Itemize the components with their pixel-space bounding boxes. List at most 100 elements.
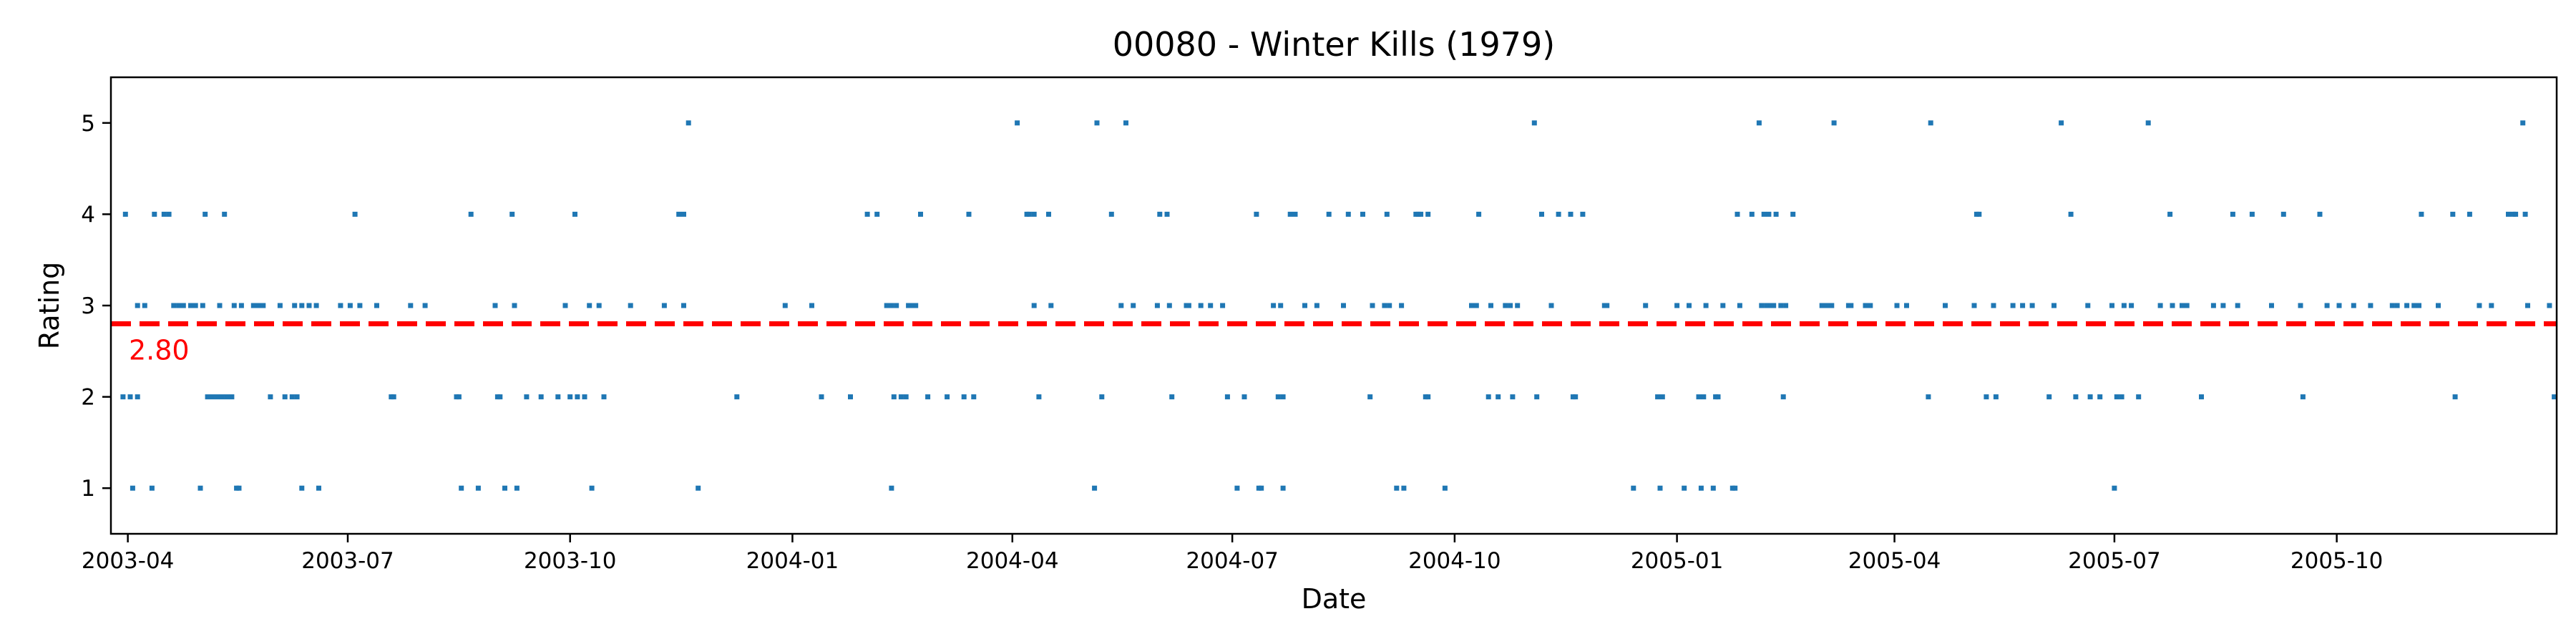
data-point: [1824, 303, 1830, 308]
data-point: [1031, 211, 1037, 217]
data-point: [1976, 211, 1982, 217]
data-point: [176, 303, 182, 308]
data-point: [1208, 303, 1214, 308]
data-point: [1829, 303, 1835, 308]
data-point: [1442, 485, 1448, 491]
data-point: [299, 485, 305, 491]
data-point: [681, 303, 686, 308]
data-point: [1863, 303, 1868, 308]
data-point: [2419, 211, 2424, 217]
data-point: [1991, 303, 1996, 308]
data-point: [1643, 303, 1649, 308]
data-point: [1761, 211, 1767, 217]
data-point: [2336, 303, 2342, 308]
data-point: [1382, 303, 1387, 308]
data-point: [734, 394, 740, 400]
data-point: [1046, 211, 1051, 217]
data-point: [1783, 303, 1789, 308]
data-point: [1928, 120, 1933, 126]
data-point: [898, 394, 904, 400]
data-point: [222, 211, 228, 217]
data-point: [1169, 394, 1175, 400]
mean-value-label: 2.80: [129, 335, 190, 366]
data-point: [1048, 303, 1054, 308]
data-point: [2220, 303, 2226, 308]
data-point: [2087, 394, 2093, 400]
data-point: [1737, 303, 1742, 308]
data-point: [1720, 303, 1726, 308]
data-point: [686, 120, 691, 126]
data-point: [1401, 485, 1407, 491]
data-point: [231, 303, 237, 308]
data-point: [2136, 394, 2142, 400]
x-tick-label: 2004-07: [1186, 548, 1279, 574]
data-point: [2145, 120, 2151, 126]
data-point: [848, 394, 853, 400]
data-point: [282, 394, 288, 400]
data-point: [1367, 394, 1373, 400]
data-point: [1735, 211, 1740, 217]
data-point: [1099, 394, 1105, 400]
data-point: [1394, 485, 1400, 491]
x-tick-label: 2004-10: [1408, 548, 1501, 574]
data-point: [1556, 211, 1561, 217]
data-point: [1314, 303, 1319, 308]
data-point: [459, 485, 464, 491]
data-point: [2368, 303, 2373, 308]
data-point: [601, 394, 607, 400]
data-point: [1657, 485, 1663, 491]
data-point: [575, 394, 580, 400]
data-point: [2210, 303, 2216, 308]
data-point: [2351, 303, 2356, 308]
mean-line-group: 2.80: [111, 321, 2557, 366]
data-point: [2010, 303, 2016, 308]
data-point: [238, 303, 244, 308]
data-point: [884, 303, 889, 308]
data-point: [918, 211, 923, 217]
data-point: [2489, 303, 2494, 308]
data-point: [1488, 303, 1493, 308]
data-point: [1831, 120, 1837, 126]
y-tick-label: 5: [81, 111, 95, 137]
data-point: [1469, 303, 1474, 308]
data-point: [1778, 303, 1784, 308]
data-point: [1118, 303, 1124, 308]
data-point: [1473, 303, 1479, 308]
data-point: [338, 303, 343, 308]
x-tick-label: 2005-04: [1848, 548, 1941, 574]
data-point: [2416, 303, 2421, 308]
data-point: [874, 211, 880, 217]
data-point: [2522, 211, 2528, 217]
data-point: [1360, 211, 1365, 217]
data-point: [2029, 303, 2035, 308]
data-point: [2114, 394, 2119, 400]
data-point: [1682, 485, 1687, 491]
data-point: [628, 303, 633, 308]
data-point: [681, 211, 686, 217]
data-point: [1759, 303, 1765, 308]
data-point: [2324, 303, 2330, 308]
data-point: [1534, 394, 1540, 400]
data-point: [122, 211, 128, 217]
data-point: [224, 394, 230, 400]
data-point: [1701, 394, 1707, 400]
data-point: [200, 303, 205, 308]
x-axis-ticks: 2003-04 2003-07 2003-10 2004-01 2004-04 2004-…: [82, 534, 2383, 574]
data-point: [1971, 303, 1977, 308]
data-point: [260, 303, 266, 308]
data-point: [2300, 394, 2306, 400]
data-point: [2394, 303, 2400, 308]
data-point: [2280, 211, 2286, 217]
data-point: [2167, 211, 2173, 217]
data-point: [152, 211, 157, 217]
data-point: [135, 303, 140, 308]
data-point: [1094, 120, 1100, 126]
data-point: [894, 303, 899, 308]
data-point: [456, 394, 462, 400]
data-point: [572, 211, 577, 217]
data-point: [1123, 120, 1128, 126]
data-point: [142, 303, 147, 308]
chart-title: 00080 - Winter Kills (1979): [1113, 25, 1556, 64]
data-point: [1710, 485, 1716, 491]
data-point: [1868, 303, 1873, 308]
